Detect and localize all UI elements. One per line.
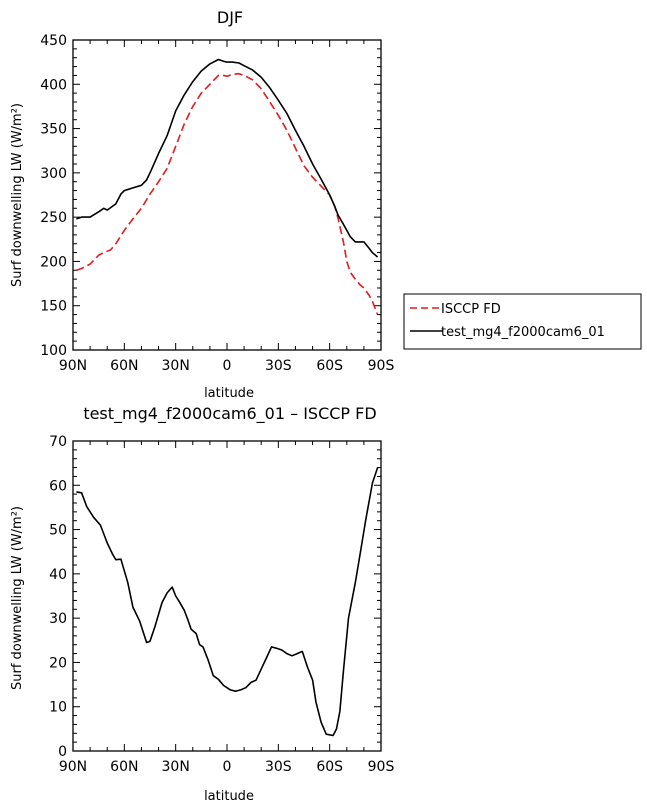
top-x-tick-label: 0 bbox=[223, 358, 232, 374]
top-axes-ticks: 90N 60N 30N 0 30S 60S 90S 100 150 200 250 300 350 400… bbox=[40, 33, 394, 374]
top-x-tick-label: 90S bbox=[368, 358, 395, 374]
bottom-series-line-1 bbox=[76, 467, 379, 737]
top-series-line-2 bbox=[76, 58, 379, 258]
legend-label-isccp: ISCCP FD bbox=[441, 302, 501, 317]
bottom-axes-ticks: 90N 60N 30N 0 30S 60S 90S 0 10 20 30 40 50 60 70 bbox=[49, 434, 394, 775]
bottom-chart-title: test_mg4_f2000cam6_01 – ISCCP FD bbox=[83, 404, 376, 424]
bottom-x-tick-label: 30N bbox=[162, 759, 190, 775]
bottom-x-tick-label: 90S bbox=[368, 759, 395, 775]
top-y-tick-label: 350 bbox=[40, 122, 67, 138]
top-y-tick-label: 100 bbox=[40, 343, 67, 359]
top-y-tick-label: 300 bbox=[40, 166, 67, 182]
bottom-x-tick-label: 0 bbox=[223, 759, 232, 775]
bottom-x-tick-label: 90N bbox=[59, 759, 87, 775]
bottom-y-tick-label: 70 bbox=[49, 434, 67, 450]
bottom-y-tick-label: 20 bbox=[49, 655, 67, 671]
bottom-x-axis-label: latitude bbox=[204, 789, 254, 804]
top-x-axis-label: latitude bbox=[204, 386, 254, 401]
bottom-y-tick-label: 30 bbox=[49, 611, 67, 627]
bottom-x-tick-label: 60N bbox=[110, 759, 138, 775]
bottom-y-tick-label: 50 bbox=[49, 523, 67, 539]
bottom-y-tick-label: 10 bbox=[49, 700, 67, 716]
bottom-plot-frame bbox=[72, 440, 382, 752]
top-y-tick-label: 450 bbox=[40, 33, 67, 49]
bottom-chart-panel: test_mg4_f2000cam6_01 – ISCCP FD 90N 60N 3… bbox=[10, 404, 394, 804]
top-x-tick-label: 90N bbox=[59, 358, 87, 374]
top-y-tick-label: 200 bbox=[40, 254, 67, 270]
bottom-series-lines bbox=[76, 467, 379, 737]
top-y-tick-label: 150 bbox=[40, 299, 67, 315]
top-series-lines bbox=[76, 58, 379, 315]
top-x-tick-label: 30N bbox=[162, 358, 190, 374]
top-x-tick-label: 30S bbox=[265, 358, 292, 374]
top-y-tick-label: 250 bbox=[40, 210, 67, 226]
legend-label-model: test_mg4_f2000cam6_01 bbox=[441, 325, 605, 340]
top-x-tick-label: 60S bbox=[316, 358, 343, 374]
top-plot-frame bbox=[72, 39, 382, 351]
bottom-y-axis-label: Surf downwelling LW (W/m²) bbox=[10, 506, 25, 690]
top-x-tick-label: 60N bbox=[110, 358, 138, 374]
bottom-y-tick-label: 40 bbox=[49, 567, 67, 583]
top-y-tick-label: 400 bbox=[40, 77, 67, 93]
top-chart-title: DJF bbox=[217, 8, 243, 27]
bottom-x-tick-label: 60S bbox=[316, 759, 343, 775]
top-y-axis-label: Surf downwelling LW (W/m²) bbox=[10, 103, 25, 287]
bottom-y-tick-label: 0 bbox=[58, 744, 67, 760]
legend: ISCCP FD test_mg4_f2000cam6_01 bbox=[403, 293, 642, 350]
top-series-line-1 bbox=[76, 72, 379, 315]
bottom-y-tick-label: 60 bbox=[49, 478, 67, 494]
bottom-x-tick-label: 30S bbox=[265, 759, 292, 775]
legend-box bbox=[403, 293, 642, 350]
top-chart-panel: DJF 90N 60N 30N 0 30S 60S 90S 100 150 200 250 300 35… bbox=[10, 8, 394, 401]
